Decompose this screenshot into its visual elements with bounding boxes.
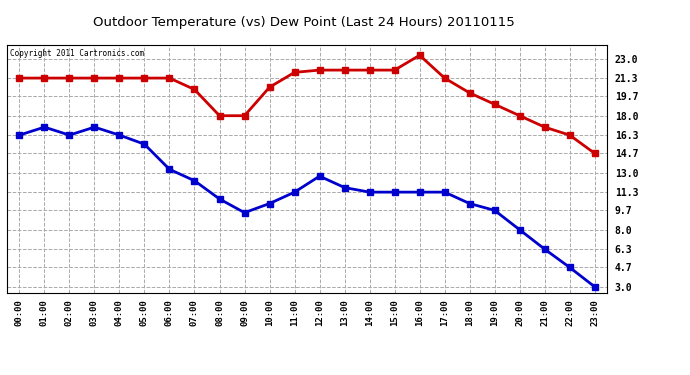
Text: Copyright 2011 Cartronics.com: Copyright 2011 Cartronics.com bbox=[10, 49, 144, 58]
Text: Outdoor Temperature (vs) Dew Point (Last 24 Hours) 20110115: Outdoor Temperature (vs) Dew Point (Last… bbox=[92, 16, 515, 29]
